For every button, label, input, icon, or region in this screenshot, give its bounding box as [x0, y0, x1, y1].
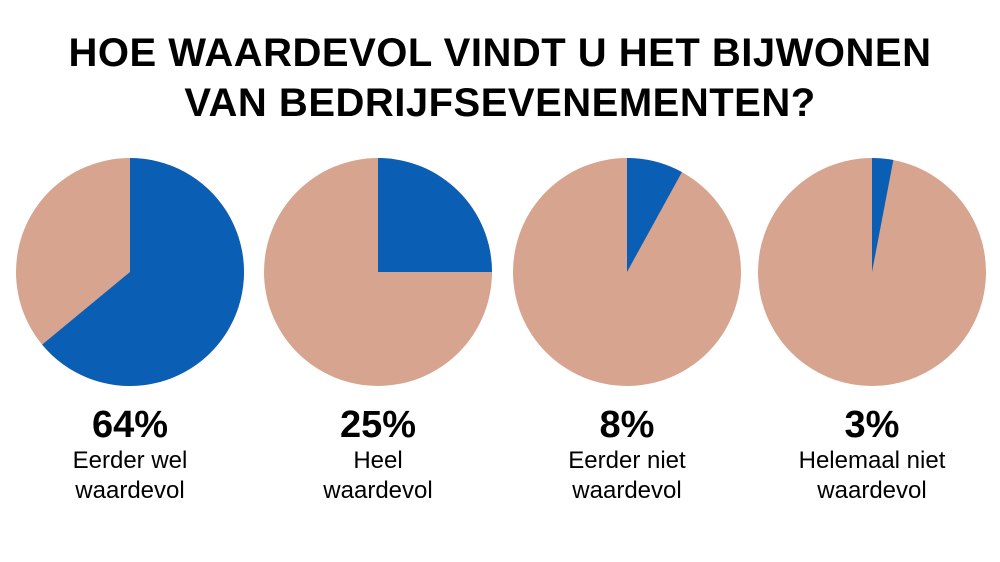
pie-3-value-slice: [872, 158, 894, 272]
pie-3: [758, 158, 986, 386]
pie-percent-3: 3%: [844, 404, 900, 446]
chart-title-line-1: HOE WAARDEVOL VINDT U HET BIJWONEN: [68, 31, 932, 75]
pie-percent-2: 8%: [599, 404, 655, 446]
pie-desc-2-line-2: waardevol: [572, 477, 682, 504]
pie-label-1: 25% Heel waardevol: [258, 404, 498, 506]
pie-1: [264, 158, 492, 386]
pie-desc-3-line-2: waardevol: [817, 477, 927, 504]
pie-desc-0-line-1: Eerder wel: [72, 447, 188, 474]
pie-percent-1: 25%: [339, 404, 417, 446]
pie-label-2: 8% Eerder niet waardevol: [507, 404, 747, 506]
pie-desc-1-line-2: waardevol: [323, 477, 433, 504]
pie-2: [513, 157, 741, 386]
pie-desc-0-line-2: waardevol: [75, 477, 185, 504]
chart-title: HOE WAARDEVOL VINDT U HET BIJWONEN VAN B…: [0, 28, 1000, 128]
pie-0: [16, 158, 244, 386]
pie-percent-0: 64%: [91, 404, 169, 446]
chart-title-line-2: VAN BEDRIJFSEVENEMENTEN?: [184, 81, 816, 125]
pie-2-value-slice: [627, 157, 682, 272]
pie-desc-3-line-1: Helemaal niet: [798, 447, 946, 474]
pie-0-value-slice: [42, 158, 244, 386]
pie-label-3: 3% Helemaal niet waardevol: [752, 404, 992, 506]
pie-label-0: 64% Eerder wel waardevol: [10, 404, 250, 506]
pie-desc-1-line-1: Heel: [353, 447, 403, 474]
pie-desc-2-line-1: Eerder niet: [568, 447, 686, 474]
pie-1-value-slice: [378, 158, 492, 272]
